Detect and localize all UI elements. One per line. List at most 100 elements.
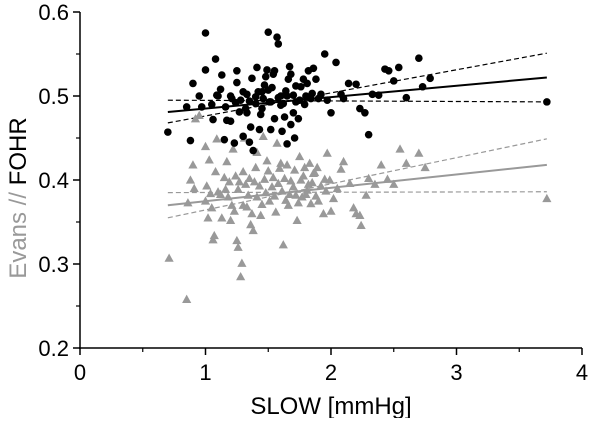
data-point-evans (395, 144, 405, 153)
confidence-band-line (167, 99, 547, 103)
data-points (164, 28, 552, 303)
data-point-evans (301, 189, 311, 198)
data-point-evans (203, 213, 213, 222)
data-point-evans (414, 148, 424, 157)
data-point-fohr (249, 146, 257, 155)
confidence-band-line (167, 191, 547, 194)
data-point-fohr (245, 97, 254, 105)
data-point-fohr (268, 83, 276, 92)
data-point-fohr (248, 74, 256, 83)
data-point-fohr (270, 114, 279, 123)
data-point-fohr (235, 108, 244, 116)
x-axis-label: SLOW [mmHg] (250, 393, 411, 418)
data-point-evans (322, 148, 332, 157)
data-point-fohr (259, 94, 268, 103)
regression-lines (167, 52, 547, 219)
data-point-fohr (221, 103, 230, 111)
data-point-fohr (258, 88, 266, 96)
data-point-fohr (261, 72, 270, 81)
data-point-fohr (214, 92, 222, 100)
data-point-fohr (415, 54, 423, 62)
data-point-evans (200, 141, 211, 151)
data-point-evans (313, 196, 324, 205)
data-point-evans (332, 183, 342, 193)
data-point-fohr (218, 71, 226, 79)
data-point-fohr (195, 92, 204, 100)
data-point-evans (223, 192, 233, 201)
y-axis-label: Evans // FOHR (5, 117, 32, 278)
data-point-evans (382, 174, 393, 183)
data-point-evans (328, 193, 339, 203)
data-point-fohr (287, 70, 295, 78)
data-point-evans (271, 207, 281, 216)
data-point-fohr (295, 96, 304, 104)
data-point-evans (292, 215, 302, 224)
data-point-evans (370, 179, 380, 188)
data-point-evans (295, 151, 305, 161)
data-point-evans (306, 198, 316, 208)
data-point-fohr (364, 130, 373, 139)
regression-line (167, 76, 547, 113)
data-point-evans (194, 110, 204, 119)
data-point-fohr (239, 132, 247, 141)
data-point-evans (215, 189, 226, 198)
data-point-fohr (201, 66, 210, 74)
data-point-fohr (264, 28, 273, 36)
data-point-evans (164, 253, 174, 262)
data-point-evans (234, 177, 244, 186)
data-point-evans (318, 209, 329, 218)
data-point-fohr (274, 40, 283, 48)
y-axis-label-evans: Evans (5, 212, 32, 279)
data-point-evans (288, 182, 298, 191)
data-point-fohr (297, 82, 305, 91)
y-axis-label-separator: // (5, 185, 32, 212)
x-tick-label: 1 (199, 360, 211, 385)
data-point-evans (389, 179, 399, 188)
data-point-evans (257, 199, 267, 209)
data-point-evans (284, 189, 295, 198)
data-point-evans (542, 193, 552, 203)
data-point-fohr (320, 50, 329, 58)
data-point-evans (326, 206, 336, 215)
data-point-fohr (256, 110, 265, 119)
data-point-fohr (251, 99, 260, 108)
data-point-evans (209, 230, 219, 240)
data-point-evans (273, 178, 283, 188)
data-point-evans (316, 181, 326, 190)
data-point-evans (274, 163, 285, 172)
data-point-fohr (402, 93, 411, 102)
y-tick-label: 0.6 (38, 0, 69, 25)
data-point-evans (376, 160, 386, 169)
data-point-evans (248, 225, 258, 235)
x-tick-label: 3 (450, 360, 462, 385)
data-point-evans (258, 131, 268, 140)
data-point-fohr (253, 63, 261, 72)
data-point-evans (297, 192, 307, 201)
data-point-fohr (201, 29, 210, 37)
data-point-fohr (270, 67, 279, 75)
data-point-fohr (266, 125, 275, 134)
data-point-fohr (211, 55, 220, 63)
data-point-evans (310, 167, 320, 177)
data-point-evans (185, 175, 196, 184)
data-point-evans (283, 200, 293, 209)
data-point-evans (312, 162, 322, 172)
data-point-evans (208, 235, 218, 244)
axes: 0.2 0.3 0.4 0.5 0.6 0 1 2 3 4 (38, 0, 588, 385)
data-point-evans (307, 177, 317, 187)
data-point-evans (251, 162, 261, 172)
data-point-evans (272, 138, 282, 147)
data-point-evans (246, 219, 256, 229)
data-point-fohr (312, 75, 320, 83)
data-point-fohr (283, 140, 291, 148)
data-point-evans (256, 210, 266, 219)
data-point-fohr (368, 90, 377, 99)
data-point-fohr (303, 79, 311, 88)
data-point-evans (243, 190, 253, 199)
data-point-fohr (255, 125, 264, 134)
data-point-fohr (309, 64, 318, 73)
data-point-evans (231, 171, 241, 180)
data-point-evans (229, 206, 239, 215)
